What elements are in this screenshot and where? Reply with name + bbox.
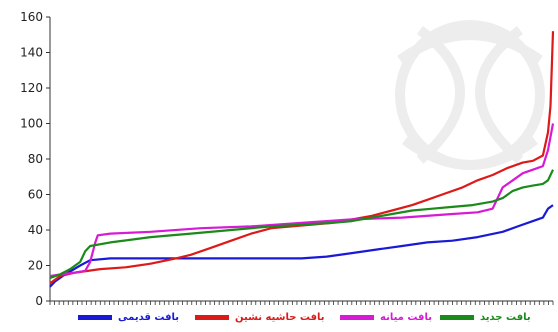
- series-line-2: [49, 123, 555, 278]
- legend-swatch-0: [78, 315, 112, 320]
- y-tick-label: 100: [20, 117, 43, 131]
- legend-label-3: بافت جدید: [480, 312, 531, 323]
- watermark-emblem: [395, 20, 545, 170]
- series-layer: [49, 31, 555, 288]
- y-tick-label: 40: [28, 223, 43, 237]
- y-tick-label: 20: [28, 259, 43, 273]
- y-tick-label: 80: [28, 152, 43, 166]
- legend-label-2: بافت میانه: [380, 312, 432, 323]
- series-line-1: [49, 31, 555, 285]
- legend-swatch-3: [440, 315, 474, 320]
- legend-label-1: بافت حاشیه نشین: [235, 312, 325, 323]
- y-tick-label: 120: [20, 81, 43, 95]
- y-tick-label: 60: [28, 188, 43, 202]
- legend-swatch-2: [340, 315, 374, 320]
- axes: 0 20 40 60 80 100 120 140 160: [20, 10, 554, 308]
- legend-swatch-1: [195, 315, 229, 320]
- series-line-3: [49, 169, 554, 279]
- y-tick-label: 140: [20, 46, 43, 60]
- y-tick-label: 160: [20, 10, 43, 24]
- legend: بافت قدیمی بافت حاشیه نشین بافت میانه بافت …: [78, 312, 531, 323]
- series-line-0: [49, 204, 554, 288]
- legend-label-0: بافت قدیمی: [118, 312, 179, 323]
- y-tick-label: 0: [35, 294, 43, 308]
